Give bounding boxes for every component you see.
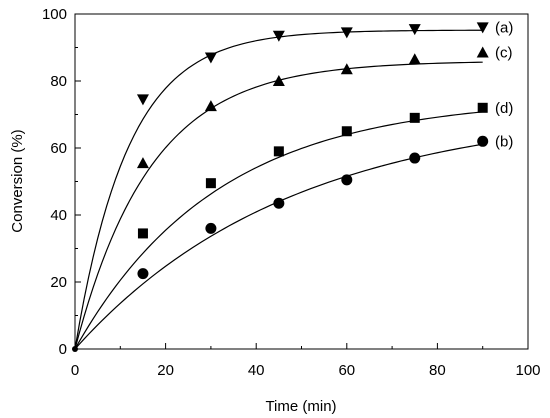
series-label: (a) — [495, 19, 513, 36]
data-point — [136, 94, 149, 106]
data-point — [137, 268, 149, 280]
data-points — [72, 22, 489, 352]
series-label: (d) — [495, 100, 513, 117]
y-axis-label: Conversion (%) — [9, 129, 26, 232]
data-point — [272, 30, 285, 42]
data-point — [137, 228, 148, 239]
data-point — [204, 52, 217, 64]
data-point — [477, 102, 488, 113]
x-tick-label: 20 — [157, 362, 174, 379]
x-tick-label: 100 — [515, 362, 540, 379]
series-label: (b) — [495, 133, 513, 150]
data-point — [409, 152, 421, 164]
data-point — [408, 24, 421, 36]
data-point — [477, 135, 489, 147]
data-point — [409, 112, 420, 123]
y-tick-label: 0 — [59, 341, 67, 358]
y-tick-label: 80 — [50, 73, 67, 90]
data-point — [273, 146, 284, 157]
data-point — [476, 22, 489, 34]
y-tick-label: 60 — [50, 140, 67, 157]
x-tick-label: 40 — [248, 362, 265, 379]
fit-curve — [74, 143, 483, 350]
x-tick-label: 60 — [338, 362, 355, 379]
data-point — [341, 174, 353, 186]
x-tick-label: 80 — [429, 362, 446, 379]
data-point — [205, 222, 217, 234]
series-label: (c) — [495, 45, 513, 62]
y-tick-label: 20 — [50, 274, 67, 291]
data-point — [340, 63, 353, 75]
origin-point — [72, 346, 78, 352]
plot-frame — [74, 13, 529, 350]
x-tick-label: 0 — [71, 362, 79, 379]
data-point — [273, 197, 285, 209]
y-tick-label: 40 — [50, 207, 67, 224]
axis-ticks: 0 20 40 60 80 100 0 20 40 60 80 100 — [42, 6, 541, 379]
data-point — [272, 75, 285, 86]
data-point — [204, 100, 217, 112]
x-axis-label: Time (min) — [265, 398, 336, 415]
data-point — [408, 53, 421, 65]
data-point — [340, 27, 353, 39]
series-labels: (a) (c) (d) (b) — [495, 19, 513, 150]
data-point — [136, 157, 149, 169]
y-tick-label: 100 — [42, 6, 67, 23]
data-point — [476, 46, 489, 58]
data-point — [205, 178, 216, 189]
data-point — [341, 126, 352, 137]
